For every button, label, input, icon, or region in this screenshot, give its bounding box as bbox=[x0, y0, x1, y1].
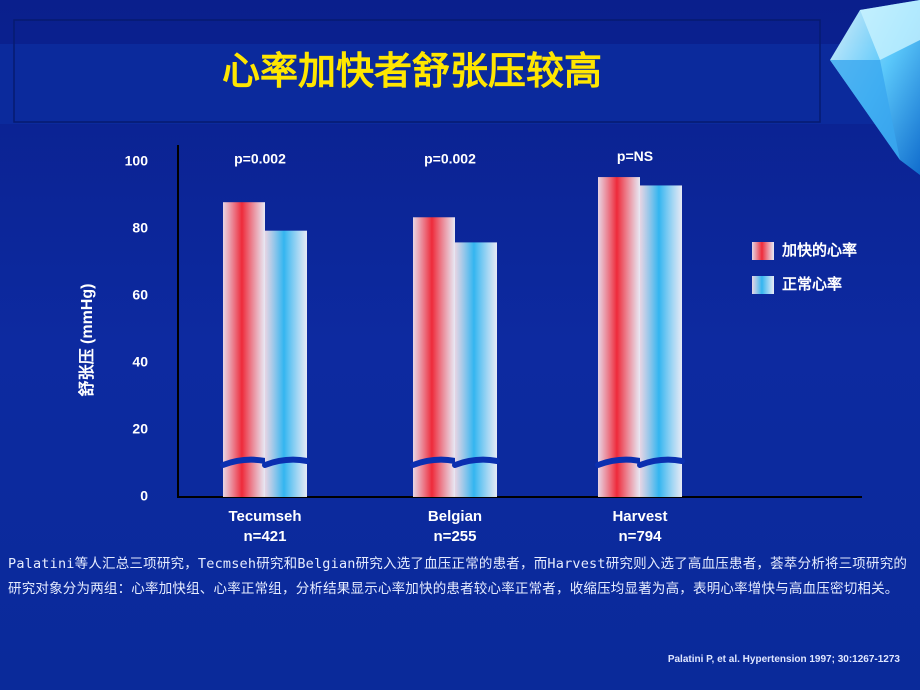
sample-size: n=794 bbox=[619, 528, 663, 545]
sample-size: n=255 bbox=[434, 528, 477, 545]
citation: Palatini P, et al. Hypertension 1997; 30… bbox=[667, 654, 900, 665]
bar bbox=[640, 185, 682, 497]
axis-break bbox=[410, 456, 458, 468]
note-text: Palatini等人汇总三项研究，Tecmseh研究和Belgian研究入选了血… bbox=[8, 556, 908, 597]
legend-label: 加快的心率 bbox=[781, 241, 857, 259]
y-tick-label: 100 bbox=[125, 153, 149, 169]
y-axis-label: 舒张压 (mmHg) bbox=[77, 284, 96, 397]
bar bbox=[598, 177, 640, 497]
bar bbox=[265, 230, 307, 498]
title-band bbox=[0, 44, 920, 124]
legend-swatch bbox=[752, 242, 774, 260]
axis-break bbox=[262, 456, 310, 468]
diamond bbox=[830, 0, 920, 175]
axis-break bbox=[220, 456, 268, 468]
x-tick-label: Harvest bbox=[612, 508, 667, 525]
axis-break bbox=[595, 456, 643, 468]
y-tick-label: 40 bbox=[132, 354, 148, 370]
legend-label: 正常心率 bbox=[782, 275, 842, 293]
y-tick-label: 0 bbox=[140, 488, 148, 504]
y-tick-label: 80 bbox=[132, 220, 148, 236]
bar bbox=[413, 217, 455, 497]
y-tick-label: 20 bbox=[132, 421, 148, 437]
title-frame bbox=[13, 19, 821, 123]
axis-break bbox=[637, 456, 685, 468]
p-value: p=0.002 bbox=[424, 151, 476, 167]
x-tick-label: Belgian bbox=[428, 508, 482, 525]
sample-size: n=421 bbox=[244, 528, 287, 545]
x-tick-label: Tecumseh bbox=[228, 508, 301, 525]
p-value: p=0.002 bbox=[234, 151, 286, 167]
y-tick-label: 60 bbox=[132, 287, 148, 303]
legend-swatch bbox=[752, 276, 774, 294]
bar bbox=[455, 242, 497, 497]
axis-break bbox=[452, 456, 500, 468]
p-value: p=NS bbox=[617, 148, 653, 164]
bar bbox=[223, 202, 265, 497]
chart-title: 心率加快者舒张压较高 bbox=[222, 51, 602, 93]
